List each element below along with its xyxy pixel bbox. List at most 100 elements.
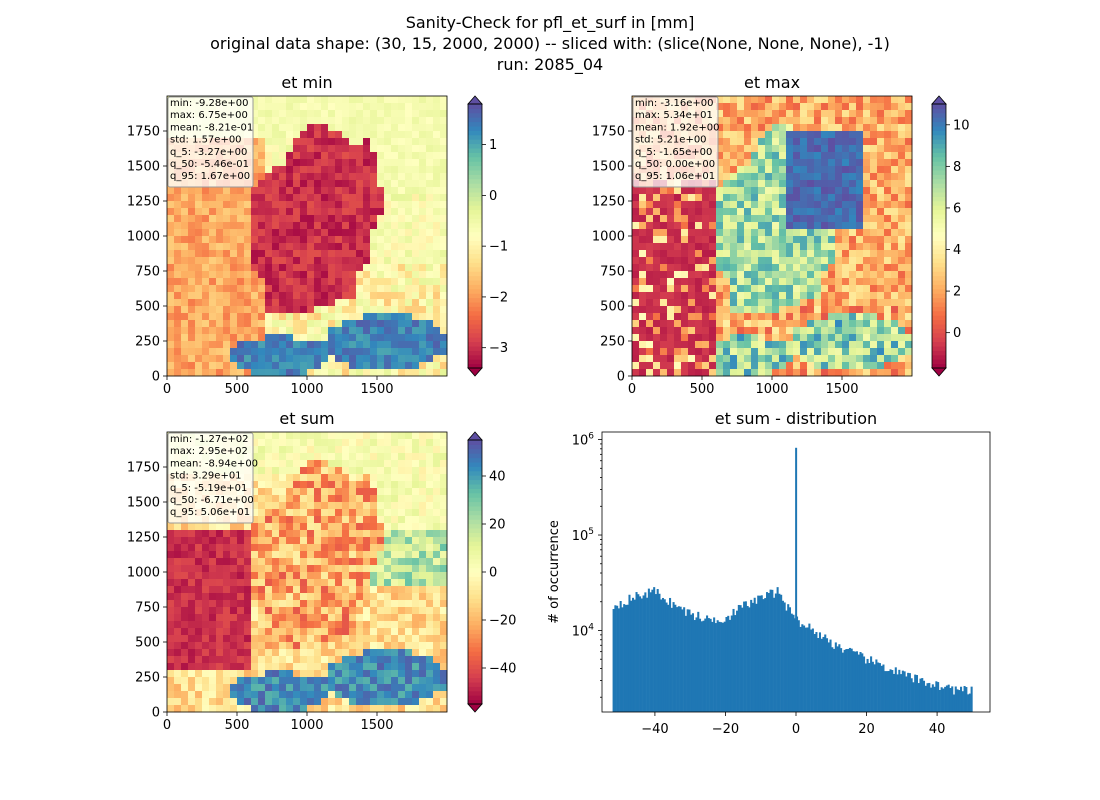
- heatmap-cell: [426, 117, 434, 125]
- heatmap-cell: [188, 299, 196, 307]
- heatmap-cell: [709, 341, 717, 349]
- heatmap-cell: [321, 159, 329, 167]
- heatmap-cell: [440, 621, 448, 629]
- heatmap-cell: [209, 229, 217, 237]
- heatmap-cell: [244, 194, 252, 202]
- heatmap-cell: [398, 264, 406, 272]
- heatmap-cell: [898, 341, 906, 349]
- heatmap-cell: [279, 299, 287, 307]
- heatmap-cell: [419, 320, 427, 328]
- heatmap-cell: [314, 320, 322, 328]
- heatmap-cell: [674, 334, 682, 342]
- heatmap-cell: [419, 572, 427, 580]
- heatmap-cell: [891, 313, 899, 321]
- heatmap-cell: [230, 271, 238, 279]
- heatmap-cell: [258, 313, 266, 321]
- heatmap-cell: [307, 628, 315, 636]
- heatmap-cell: [279, 152, 287, 160]
- heatmap-cell: [237, 656, 245, 664]
- heatmap-cell: [751, 110, 759, 118]
- heatmap-cell: [216, 285, 224, 293]
- heatmap-cell: [412, 103, 420, 111]
- heatmap-cell: [702, 313, 710, 321]
- heatmap-cell: [342, 565, 350, 573]
- heatmap-cell: [391, 691, 399, 699]
- heatmap-cell: [723, 145, 731, 153]
- heatmap-cell: [335, 362, 343, 370]
- heatmap-cell: [863, 110, 871, 118]
- heatmap-cell: [174, 208, 182, 216]
- heatmap-cell: [744, 292, 752, 300]
- heatmap-cell: [356, 355, 364, 363]
- heatmap-cell: [667, 208, 675, 216]
- heatmap-cell: [321, 509, 329, 517]
- heatmap-cell: [891, 278, 899, 286]
- heatmap-cell: [251, 698, 259, 706]
- heatmap-cell: [272, 593, 280, 601]
- heatmap-cell: [370, 649, 378, 657]
- heatmap-cell: [419, 656, 427, 664]
- heatmap-cell: [223, 663, 231, 671]
- colorbar-segment: [932, 319, 946, 325]
- heatmap-cell: [688, 229, 696, 237]
- heatmap-cell: [391, 656, 399, 664]
- heatmap-cell: [405, 579, 413, 587]
- heatmap-cell: [188, 572, 196, 580]
- heatmap-cell: [293, 621, 301, 629]
- heatmap-cell: [174, 572, 182, 580]
- heatmap-cell: [674, 285, 682, 293]
- heatmap-cell: [202, 544, 210, 552]
- heatmap-cell: [174, 215, 182, 223]
- heatmap-cell: [856, 369, 864, 377]
- heatmap-cell: [765, 180, 773, 188]
- heatmap-cell: [356, 271, 364, 279]
- heatmap-cell: [835, 110, 843, 118]
- heatmap-cell: [384, 446, 392, 454]
- heatmap-cell: [807, 257, 815, 265]
- heatmap-cell: [842, 145, 850, 153]
- heatmap-cell: [646, 194, 654, 202]
- heatmap-cell: [793, 110, 801, 118]
- heatmap-cell: [258, 558, 266, 566]
- heatmap-cell: [398, 124, 406, 132]
- heatmap-cell: [653, 243, 661, 251]
- heatmap-cell: [167, 208, 175, 216]
- heatmap-cell: [307, 649, 315, 657]
- heatmap-cell: [419, 537, 427, 545]
- heatmap-cell: [632, 215, 640, 223]
- heatmap-cell: [828, 201, 836, 209]
- heatmap-cell: [821, 208, 829, 216]
- heatmap-cell: [363, 460, 371, 468]
- heatmap-cell: [800, 187, 808, 195]
- heatmap-cell: [786, 173, 794, 181]
- heatmap-cell: [181, 600, 189, 608]
- heatmap-cell: [272, 446, 280, 454]
- heatmap-cell: [377, 313, 385, 321]
- heatmap-cell: [433, 215, 441, 223]
- heatmap-cell: [828, 334, 836, 342]
- heatmap-cell: [426, 544, 434, 552]
- heatmap-cell: [660, 355, 668, 363]
- panel-title: et min: [281, 73, 332, 92]
- heatmap-cell: [174, 621, 182, 629]
- heatmap-cell: [412, 467, 420, 475]
- heatmap-cell: [251, 306, 259, 314]
- heatmap-cell: [356, 460, 364, 468]
- heatmap-cell: [772, 110, 780, 118]
- heatmap-cell: [786, 131, 794, 139]
- heatmap-cell: [405, 670, 413, 678]
- heatmap-cell: [321, 327, 329, 335]
- heatmap-cell: [307, 621, 315, 629]
- heatmap-cell: [384, 96, 392, 104]
- heatmap-cell: [321, 180, 329, 188]
- heatmap-cell: [709, 299, 717, 307]
- heatmap-cell: [321, 208, 329, 216]
- heatmap-cell: [293, 145, 301, 153]
- heatmap-cell: [632, 229, 640, 237]
- heatmap-cell: [412, 516, 420, 524]
- heatmap-cell: [779, 320, 787, 328]
- heatmap-cell: [258, 117, 266, 125]
- heatmap-cell: [877, 264, 885, 272]
- heatmap-cell: [293, 474, 301, 482]
- heatmap-cell: [342, 180, 350, 188]
